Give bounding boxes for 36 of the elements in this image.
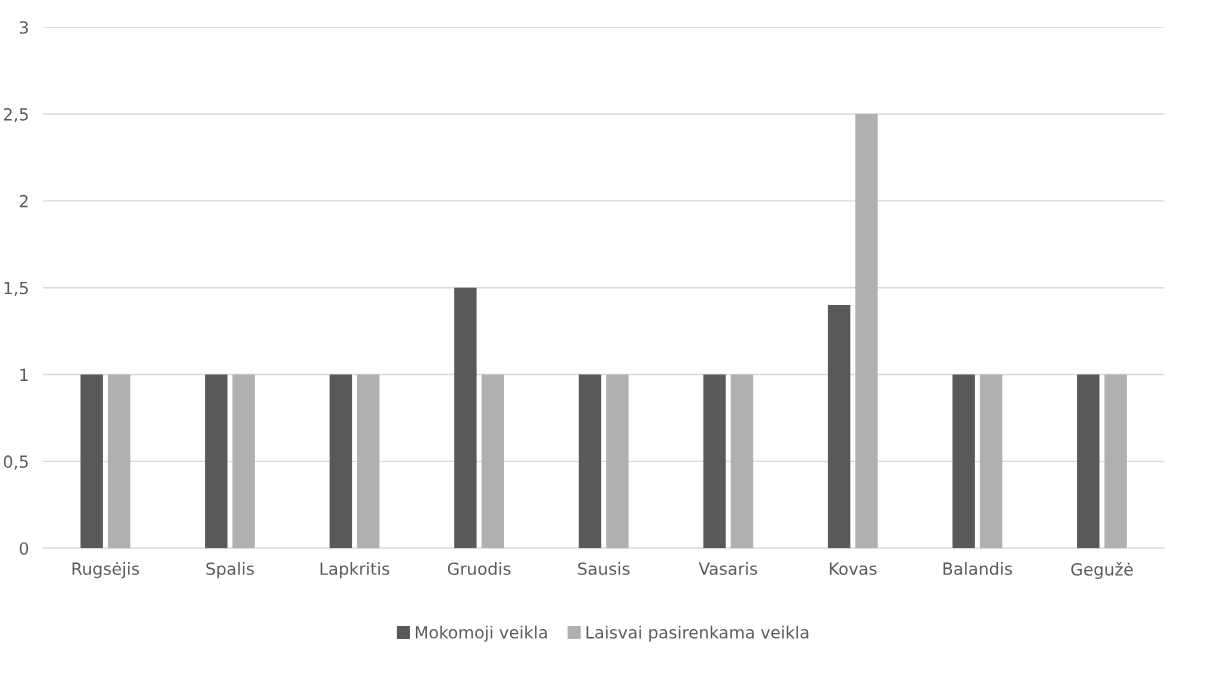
legend-label: Mokomoji veikla	[415, 625, 547, 642]
bar	[80, 374, 103, 549]
x-tick-label: Vasaris	[698, 562, 758, 575]
y-tick-label: 0	[19, 542, 29, 555]
bar	[855, 114, 878, 549]
x-tick-label: Kovas	[829, 562, 877, 575]
y-tick-label: 1,5	[4, 281, 28, 296]
bar	[703, 374, 726, 549]
bar	[357, 374, 380, 549]
bar	[827, 305, 851, 549]
legend-label: Laisvai pasirenkama veikla	[586, 625, 809, 642]
bar	[481, 374, 505, 549]
x-tick-label: Sausis	[578, 562, 630, 575]
x-tick-label: Rugsėjis	[72, 562, 140, 579]
bar	[1104, 374, 1127, 549]
bar	[107, 374, 131, 549]
x-tick-label: Gegužė	[1071, 562, 1133, 579]
y-tick-label: 1	[20, 368, 28, 381]
bar	[329, 374, 353, 549]
bar	[232, 374, 255, 549]
y-tick-label: 0,5	[3, 455, 28, 470]
y-tick-label: 2	[19, 194, 28, 208]
bar	[578, 374, 602, 549]
bar	[205, 374, 228, 549]
y-tick-label: 3	[19, 21, 28, 34]
bar	[1077, 374, 1100, 549]
bar	[979, 374, 1003, 549]
x-tick-label: Lapkritis	[320, 562, 390, 579]
bar	[730, 374, 754, 549]
x-tick-label: Gruodis	[447, 562, 511, 575]
x-tick-label: Balandis	[943, 562, 1013, 575]
x-tick-label: Spalis	[206, 562, 254, 579]
bar	[606, 374, 629, 549]
y-tick-label: 2,5	[3, 108, 28, 123]
bar	[952, 374, 975, 549]
bar	[454, 287, 477, 549]
